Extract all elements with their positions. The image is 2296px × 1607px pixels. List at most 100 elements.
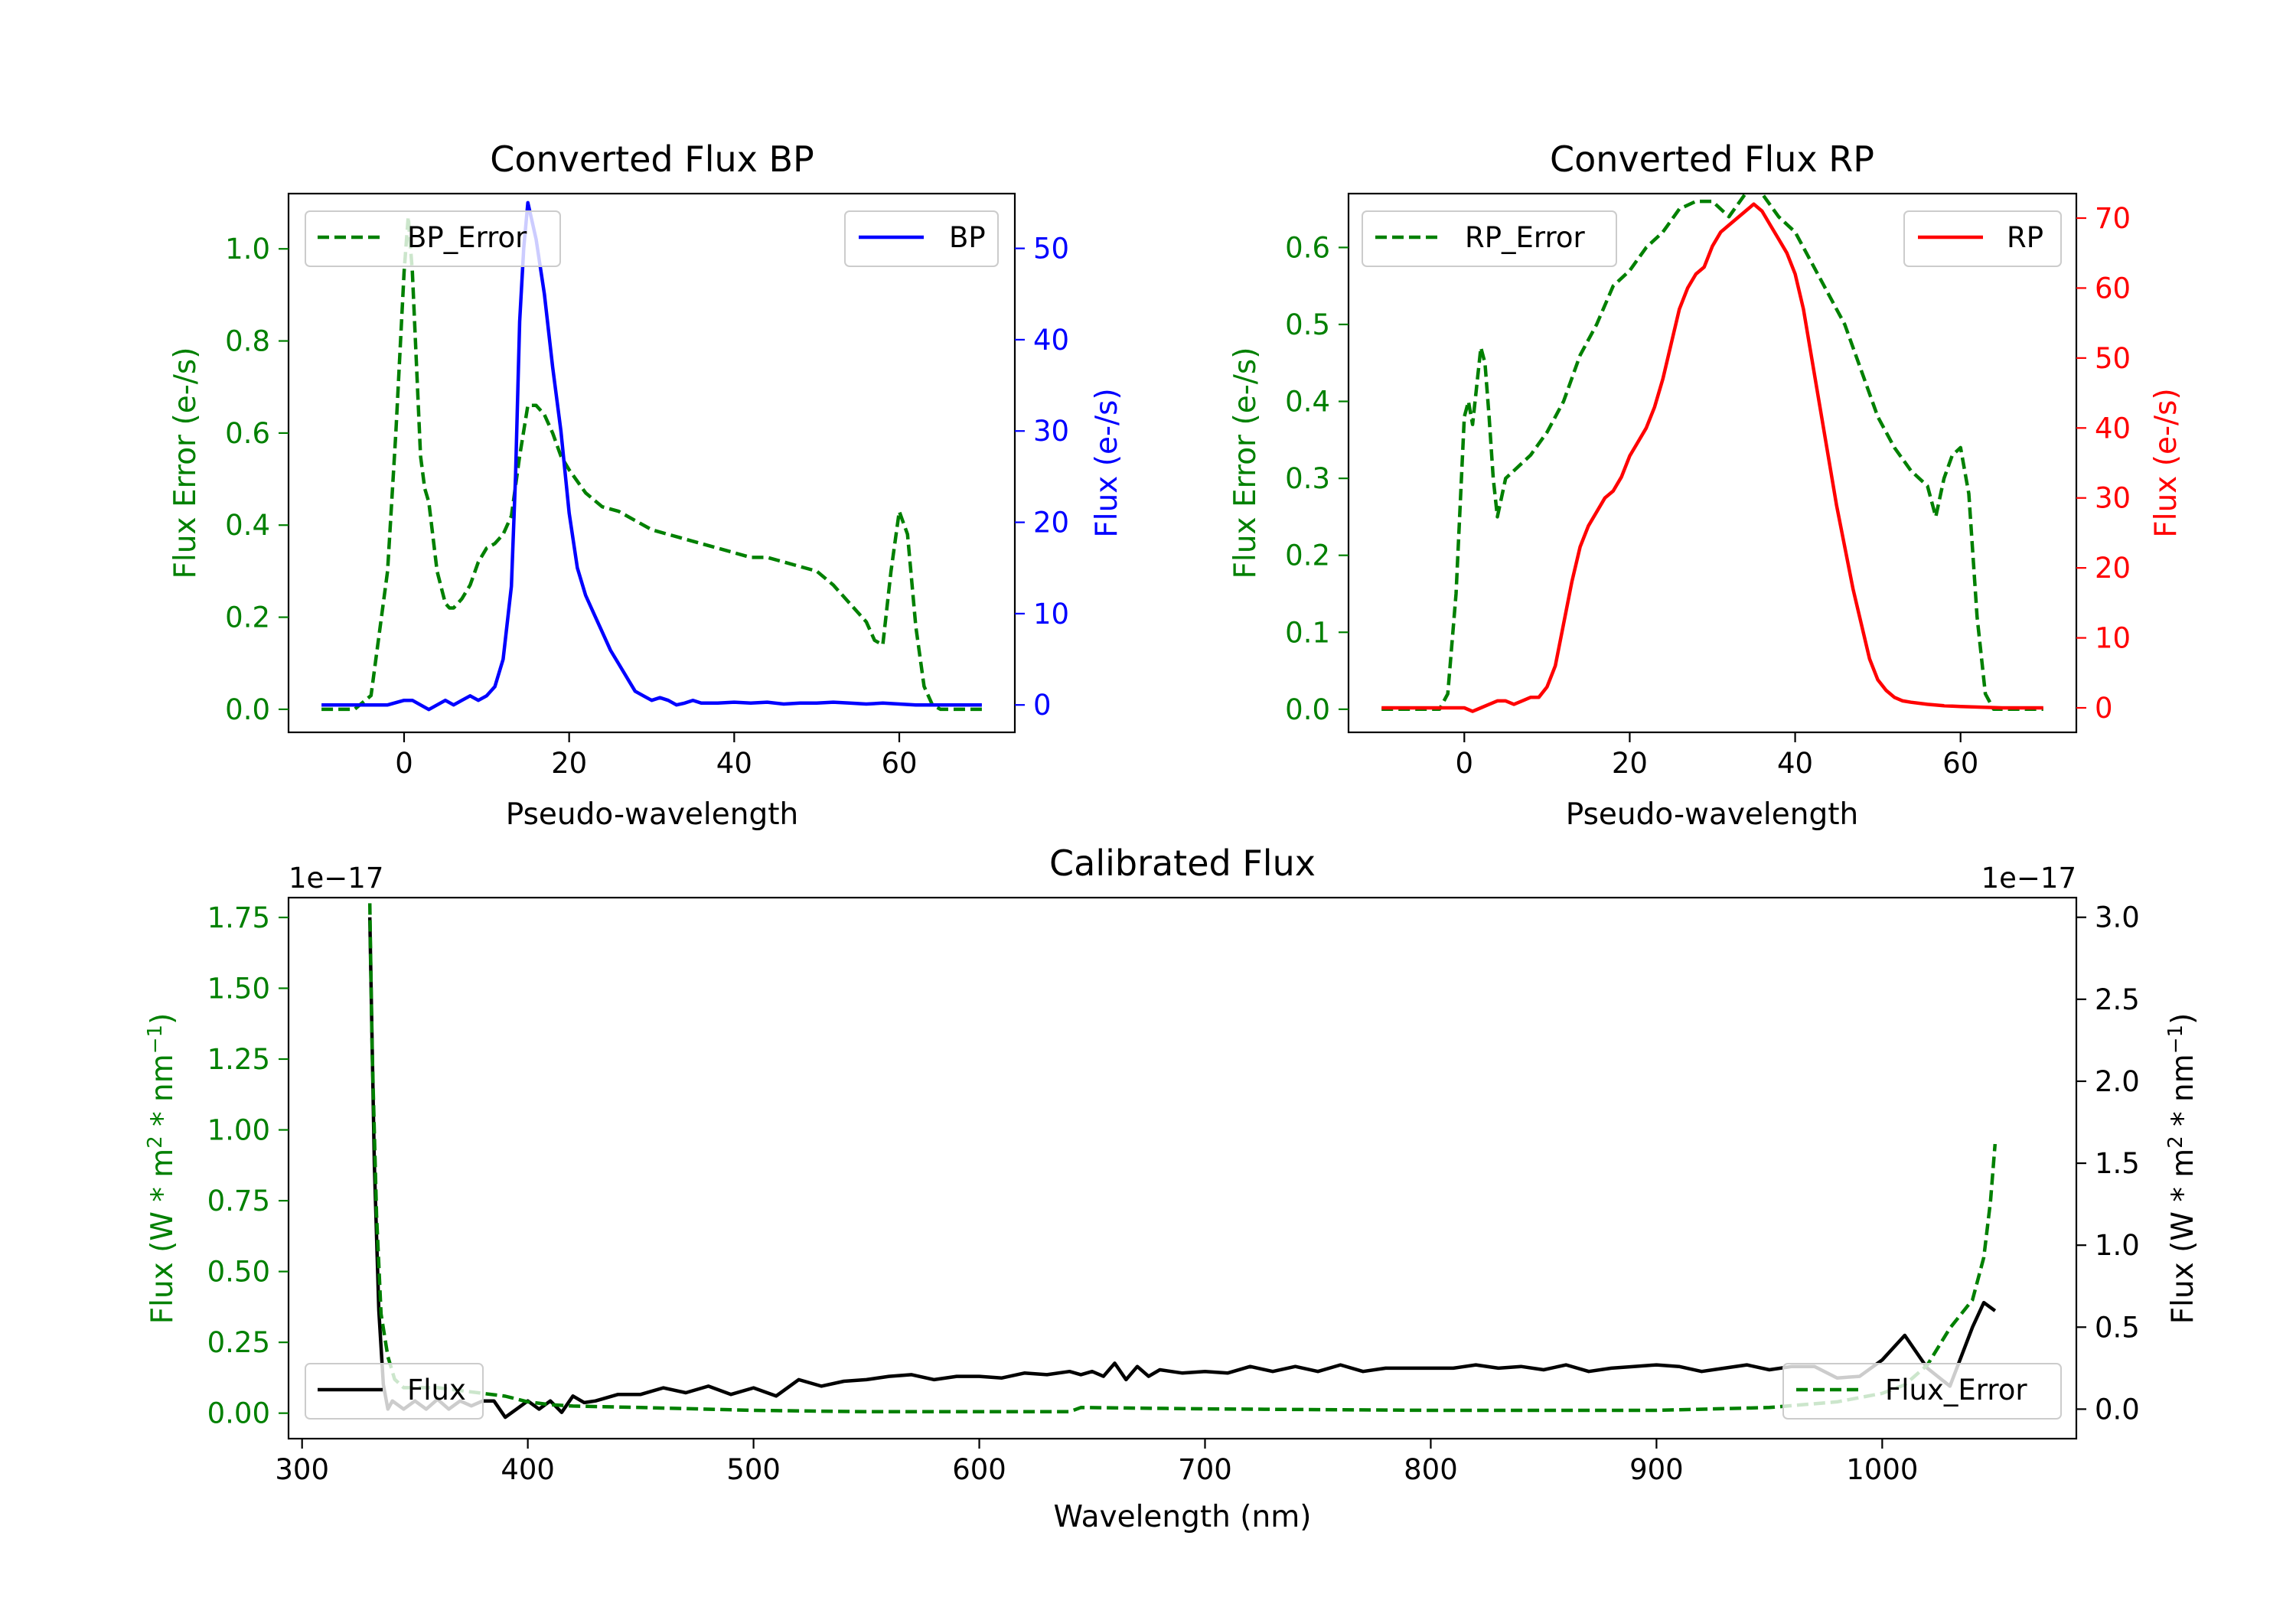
bp-y-right-label: Flux (e-/s): [1090, 388, 1124, 537]
rp-legend-error-label: RP_Error: [1465, 221, 1585, 254]
bp-y-right-tick-label: 0: [1033, 689, 1052, 722]
bp-y-left-label: Flux Error (e-/s): [168, 347, 203, 579]
calibrated-x-tick-label: 1000: [1846, 1453, 1918, 1486]
bp-legend-error: BP_Error: [305, 210, 561, 267]
calibrated-y-right-label-sup1: 2: [2164, 1136, 2187, 1149]
rp-title: Converted Flux RP: [1550, 139, 1874, 180]
rp-y-left-tick-label: 0.1: [1285, 616, 1330, 649]
calibrated-y-left-label-part3: ): [145, 1013, 180, 1025]
rp-y-left-tick-label: 0.0: [1285, 693, 1330, 726]
rp-x-tick-label: 20: [1612, 747, 1648, 780]
calibrated-y-right-label-part1: Flux (W * m: [2166, 1149, 2200, 1325]
calibrated-x-tick-label: 900: [1629, 1453, 1684, 1486]
rp-x-label: Pseudo-wavelength: [1566, 797, 1858, 832]
rp-plot-area: [1381, 194, 2043, 713]
rp-legend-flux-label: RP: [2007, 221, 2043, 254]
calibrated-y-right-label-sup2: −1: [2164, 1025, 2187, 1054]
rp-y-left-tick-label: 0.4: [1285, 386, 1330, 419]
calibrated-y-left-label-sup1: 2: [144, 1136, 167, 1149]
calibrated-legend-error-label: Flux_Error: [1885, 1374, 2027, 1407]
rp-y-left-ticks: 0.0 0.1 0.2 0.3 0.4 0.5 0.6: [1285, 231, 1349, 726]
bp-x-tick-label: 40: [716, 747, 752, 780]
rp-series-rp-line: [1381, 202, 2043, 713]
calibrated-y-left-label-part1: Flux (W * m: [145, 1149, 180, 1325]
calibrated-axes-frame: [287, 896, 2078, 1440]
calibrated-y-left-tick-label: 1.25: [207, 1043, 270, 1076]
bp-x-ticks: 0 20 40 60: [395, 732, 918, 780]
rp-y-left-label: Flux Error (e-/s): [1228, 347, 1263, 579]
rp-axes-frame: [1347, 192, 2078, 734]
rp-y-right-label: Flux (e-/s): [2149, 388, 2183, 537]
bp-legend-flux-label: BP: [949, 221, 986, 254]
rp-legend-error-box: [1362, 210, 1617, 267]
calibrated-y-left-tick-label: 1.00: [207, 1114, 270, 1147]
bp-x-tick-label: 20: [551, 747, 587, 780]
rp-x-tick-label: 0: [1456, 747, 1474, 780]
bp-legend-error-box: [305, 210, 561, 267]
rp-y-left-tick-label: 0.5: [1285, 308, 1330, 341]
bp-series-bp-error-line: [321, 214, 982, 712]
calibrated-legend-flux-box: [305, 1363, 484, 1420]
calibrated-y-left-tick-label: 0.50: [207, 1256, 270, 1289]
rp-y-right-tick-label: 0: [2095, 692, 2113, 725]
calibrated-y-right-tick-label: 2.0: [2095, 1065, 2140, 1098]
rp-y-right-tick-label: 20: [2095, 552, 2131, 585]
calibrated-y-right-label-part2: * nm: [2166, 1054, 2200, 1136]
bp-x-label: Pseudo-wavelength: [506, 797, 798, 832]
bp-x-tick-label: 60: [881, 747, 917, 780]
calibrated-y-left-tick-label: 1.50: [207, 972, 270, 1005]
calibrated-y-right-label: Flux (W * m2 * nm−1): [2164, 1013, 2200, 1325]
calibrated-y-right-tick-label: 1.0: [2095, 1229, 2140, 1262]
bp-y-left-tick-label: 0.6: [225, 417, 270, 450]
rp-legend-flux: RP: [1903, 210, 2062, 267]
bp-title: Converted Flux BP: [490, 139, 814, 180]
bp-subplot: Converted Flux BP 0 20 40 60 0.00.20.40.60.…: [168, 139, 1124, 832]
bp-plot-area: [321, 200, 982, 712]
calibrated-legend-error: Flux_Error: [1782, 1363, 2062, 1420]
bp-y-left-tick-label: 0.8: [225, 325, 270, 358]
calibrated-y-left-label: Flux (W * m2 * nm−1): [144, 1013, 180, 1325]
calibrated-legend-error-box: [1782, 1363, 2062, 1420]
calibrated-x-label: Wavelength (nm): [1054, 1500, 1312, 1534]
calibrated-legend-flux-label: Flux: [407, 1374, 466, 1407]
rp-subplot: Converted Flux RP 0 20 40 60 0.0 0.1 0.2 0.3 0.…: [1228, 139, 2183, 832]
bp-y-right-ticks: 0 10 20 30 40 50: [1015, 233, 1069, 722]
rp-y-right-tick-label: 60: [2095, 272, 2131, 305]
calibrated-y-left-tick-label: 0.00: [207, 1397, 270, 1430]
rp-y-left-tick-label: 0.3: [1285, 462, 1330, 495]
calibrated-subplot: Calibrated Flux 1e−17 1e−17 300 400 500 600…: [144, 843, 2200, 1534]
bp-y-left-tick-label: 0.2: [225, 601, 270, 634]
calibrated-x-tick-label: 800: [1404, 1453, 1458, 1486]
calibrated-y-left-tick-label: 1.75: [207, 901, 270, 934]
rp-y-right-tick-label: 40: [2095, 412, 2131, 445]
bp-y-left-tick-label: 0.0: [225, 693, 270, 726]
rp-y-right-ticks: 0 10 20 30 40 50 60 70: [2076, 202, 2131, 725]
bp-y-right-tick-label: 20: [1033, 507, 1069, 539]
bp-y-right-tick-label: 30: [1033, 415, 1069, 448]
calibrated-y-right-ticks: 0.0 0.5 1.0 1.5 2.0 2.5 3.0: [2076, 901, 2140, 1426]
bp-y-right-tick-label: 40: [1033, 324, 1069, 357]
bp-y-left-ticks: 0.0 0.2 0.4 0.6 0.8 1.0: [225, 233, 289, 726]
calibrated-y-right-tick-label: 3.0: [2095, 901, 2140, 934]
calibrated-x-tick-label: 400: [501, 1453, 555, 1486]
rp-x-tick-label: 60: [1942, 747, 1978, 780]
calibrated-y-left-tick-label: 0.25: [207, 1326, 270, 1359]
calibrated-y-left-label-part2: * nm: [145, 1054, 180, 1136]
bp-x-tick-label: 0: [395, 747, 413, 780]
bp-series-bp-line: [321, 200, 982, 712]
rp-x-ticks: 0 20 40 60: [1456, 732, 1978, 780]
bp-axes-frame: [287, 192, 1016, 734]
calibrated-x-tick-label: 500: [726, 1453, 781, 1486]
rp-y-left-tick-label: 0.2: [1285, 539, 1330, 572]
calibrated-y-right-tick-label: 0.5: [2095, 1311, 2140, 1344]
calibrated-y-right-tick-label: 0.0: [2095, 1393, 2140, 1426]
bp-y-left-tick-label: 1.0: [225, 233, 270, 266]
calibrated-title: Calibrated Flux: [1049, 843, 1316, 884]
calibrated-y-left-label-sup2: −1: [144, 1025, 167, 1054]
bp-y-right-tick-label: 10: [1033, 598, 1069, 631]
bp-y-right-tick-label: 50: [1033, 233, 1069, 266]
calibrated-legend-flux: Flux: [305, 1363, 484, 1420]
calibrated-x-tick-label: 700: [1178, 1453, 1232, 1486]
bp-y-left-tick-label: 0.4: [225, 509, 270, 542]
